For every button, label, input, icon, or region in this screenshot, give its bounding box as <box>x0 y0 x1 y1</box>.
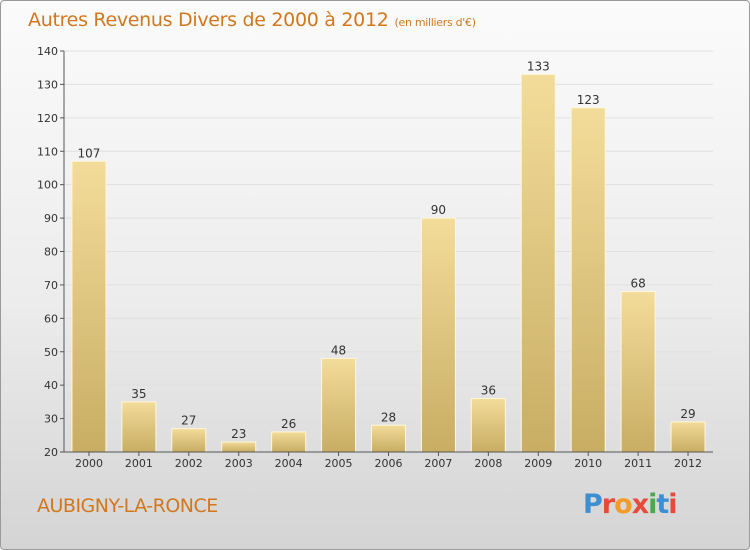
x-tick-label: 2003 <box>225 457 253 470</box>
bar-value-label: 90 <box>431 203 446 217</box>
logo-letter: i <box>648 489 657 520</box>
chart-title: Autres Revenus Divers de 2000 à 2012 (en … <box>28 9 476 31</box>
bar <box>71 160 107 453</box>
bar <box>570 107 606 453</box>
bar-value-label: 133 <box>527 59 550 73</box>
bar <box>221 441 257 453</box>
x-tick-label: 2012 <box>674 457 702 470</box>
y-tick-label: 100 <box>37 179 58 192</box>
x-tick-label: 2009 <box>524 457 552 470</box>
bar <box>371 424 406 453</box>
logo-letter: P <box>583 489 603 520</box>
y-tick-label: 110 <box>37 145 58 158</box>
bar-value-label: 35 <box>131 387 146 401</box>
proxiti-logo: Proxiti <box>583 489 678 520</box>
bar-value-label: 107 <box>78 146 101 160</box>
bar <box>171 428 207 453</box>
bar-value-label: 26 <box>281 417 296 431</box>
y-tick-label: 130 <box>37 78 58 91</box>
bar-value-label: 48 <box>331 343 346 357</box>
y-tick-label: 30 <box>44 413 58 426</box>
bar-value-label: 28 <box>381 410 396 424</box>
bar-value-label: 27 <box>181 414 196 428</box>
x-tick-label: 2004 <box>275 457 303 470</box>
x-tick-label: 2000 <box>75 457 103 470</box>
bar <box>670 421 706 453</box>
logo-letter: o <box>614 489 633 520</box>
bar-value-label: 29 <box>680 407 695 421</box>
bar-value-label: 68 <box>630 277 645 291</box>
x-tick-label: 2010 <box>574 457 602 470</box>
bar <box>520 73 556 453</box>
title-text: Autres Revenus Divers de 2000 à 2012 <box>28 9 389 31</box>
bar <box>121 401 157 453</box>
city-name: AUBIGNY-LA-RONCE <box>37 495 218 517</box>
grid-lines <box>64 50 713 453</box>
y-tick-label: 70 <box>44 279 58 292</box>
bar <box>620 291 656 453</box>
y-tick-label: 80 <box>44 246 58 259</box>
y-tick-label: 90 <box>44 212 58 225</box>
x-tick-label: 2005 <box>325 457 353 470</box>
bar <box>321 357 357 453</box>
y-tick-label: 120 <box>37 112 58 125</box>
logo-letter: t <box>656 489 669 520</box>
bar <box>420 217 456 453</box>
y-tick-label: 50 <box>44 346 58 359</box>
y-tick-label: 140 <box>37 45 58 58</box>
y-tick-label: 20 <box>44 446 58 459</box>
bar <box>470 398 506 453</box>
x-tick-label: 2011 <box>624 457 652 470</box>
x-tick-label: 2007 <box>424 457 452 470</box>
bar-value-label: 36 <box>481 384 496 398</box>
bars <box>71 73 706 453</box>
bar-value-label: 23 <box>231 427 246 441</box>
axes <box>60 50 713 456</box>
x-tick-label: 2001 <box>125 457 153 470</box>
logo-letter: x <box>631 489 649 520</box>
y-tick-label: 40 <box>44 379 58 392</box>
labels: 20 30 40 50 60 70 80 90 100 110 120 130 140 107 2000 35… <box>37 45 702 470</box>
title-unit: (en milliers d'€) <box>394 16 476 29</box>
y-tick-label: 60 <box>44 312 58 325</box>
x-tick-label: 2008 <box>474 457 502 470</box>
logo-letter: i <box>668 489 677 520</box>
x-tick-label: 2002 <box>175 457 203 470</box>
bar <box>271 431 307 453</box>
x-tick-label: 2006 <box>375 457 403 470</box>
logo-letter: r <box>601 489 615 520</box>
bar-value-label: 123 <box>577 93 600 107</box>
